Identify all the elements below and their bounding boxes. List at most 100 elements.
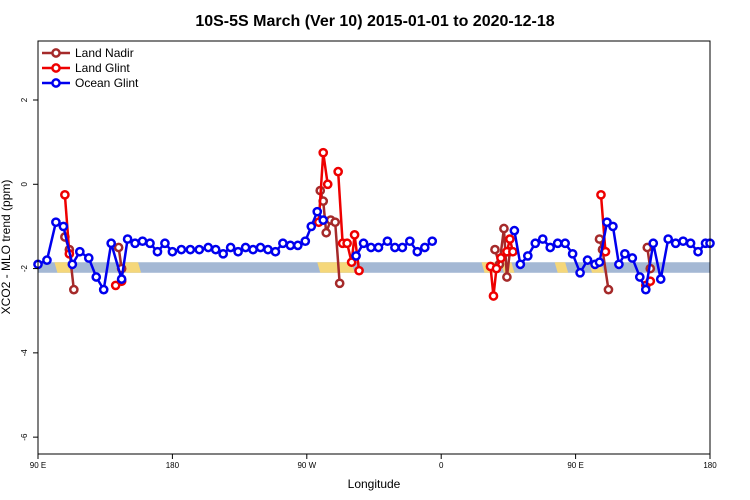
data-point: [596, 189, 606, 200]
data-point: [685, 238, 696, 249]
legend-swatch-marker: [51, 48, 61, 58]
land-band: [554, 262, 569, 273]
legend-label: Ocean Glint: [75, 76, 139, 90]
data-point: [373, 242, 384, 253]
legend-swatch-marker: [51, 63, 61, 73]
data-point: [530, 238, 541, 249]
series-land-glint: [60, 147, 656, 301]
data-point: [640, 284, 651, 295]
data-point: [334, 278, 345, 289]
data-point: [382, 236, 393, 247]
data-point: [560, 238, 570, 249]
data-point: [627, 253, 638, 263]
y-axis-label: XCO2 - MLO trend (ppm): [0, 180, 13, 315]
data-point: [582, 255, 593, 265]
data-point: [270, 246, 281, 257]
y-tick-label: 0: [20, 182, 29, 187]
data-point: [152, 246, 163, 257]
data-point: [354, 265, 364, 276]
data-point: [496, 253, 506, 263]
data-point: [321, 227, 332, 238]
data-point: [263, 244, 273, 255]
y-axis: 2 0 -2 -4 -6: [20, 97, 38, 441]
surface-band: [38, 262, 710, 273]
data-point: [300, 236, 311, 247]
data-point: [278, 238, 288, 249]
data-point: [412, 246, 423, 257]
data-point: [427, 236, 438, 247]
data-point: [318, 147, 329, 158]
data-point: [210, 244, 221, 255]
data-point: [603, 284, 614, 295]
data-point: [358, 238, 369, 249]
data-point: [292, 240, 303, 251]
data-point: [390, 242, 400, 253]
data-point: [176, 244, 187, 255]
data-point: [185, 244, 196, 255]
data-point: [502, 272, 512, 282]
chart-title: 10S-5S March (Ver 10) 2015-01-01 to 2020…: [195, 13, 554, 30]
data-point: [122, 234, 133, 244]
data-point: [255, 242, 266, 253]
land-band: [123, 262, 142, 273]
y-tick-label: -6: [20, 433, 29, 441]
data-point: [545, 242, 556, 253]
data-point: [419, 242, 430, 253]
y-tick-label: 2: [20, 97, 29, 102]
data-point: [522, 251, 533, 261]
legend-item: Land Glint: [42, 61, 130, 75]
legend-label: Land Nadir: [75, 46, 134, 60]
series-ocean-glint: [33, 206, 715, 295]
data-point: [98, 284, 109, 295]
land-band: [317, 262, 355, 273]
legend-item: Ocean Glint: [42, 76, 139, 90]
x-tick-label: 90 E: [30, 461, 46, 470]
data-point: [322, 179, 333, 190]
data-point: [594, 234, 605, 244]
data-point: [491, 263, 502, 274]
data-point: [330, 217, 341, 228]
data-point: [404, 236, 415, 247]
data-point: [106, 238, 117, 249]
series-line: [513, 220, 710, 291]
data-point: [663, 234, 674, 244]
data-point: [346, 257, 357, 268]
data-point: [167, 246, 178, 257]
data-point: [693, 246, 703, 257]
ocean-band: [38, 262, 710, 273]
data-point: [91, 272, 102, 282]
data-point: [508, 246, 518, 257]
x-tick-label: 90 E: [567, 461, 583, 470]
legend-swatch-marker: [51, 78, 61, 88]
series-line: [336, 171, 361, 271]
data-point: [515, 259, 526, 270]
x-axis-label: Longitude: [348, 477, 401, 491]
data-point: [552, 238, 563, 249]
data-point: [670, 238, 681, 249]
data-point: [306, 221, 317, 232]
data-point: [318, 215, 329, 225]
data-point: [60, 189, 70, 200]
data-point: [225, 242, 236, 253]
data-point: [285, 240, 296, 251]
data-point: [397, 242, 408, 253]
x-tick-label: 180: [166, 461, 180, 470]
data-point: [51, 217, 61, 228]
data-point: [575, 267, 585, 278]
data-point: [68, 284, 79, 295]
data-point: [594, 257, 605, 268]
x-tick-label: 90 W: [297, 461, 316, 470]
data-point: [58, 221, 69, 232]
data-point: [648, 238, 659, 249]
data-point: [137, 236, 148, 247]
data-point: [218, 248, 229, 259]
data-point: [567, 248, 578, 259]
data-point: [116, 274, 127, 284]
data-point: [145, 238, 155, 249]
data-point: [678, 236, 688, 247]
data-point: [351, 251, 361, 261]
data-point: [634, 272, 645, 282]
series-layer: [33, 147, 715, 301]
data-point: [203, 242, 214, 253]
